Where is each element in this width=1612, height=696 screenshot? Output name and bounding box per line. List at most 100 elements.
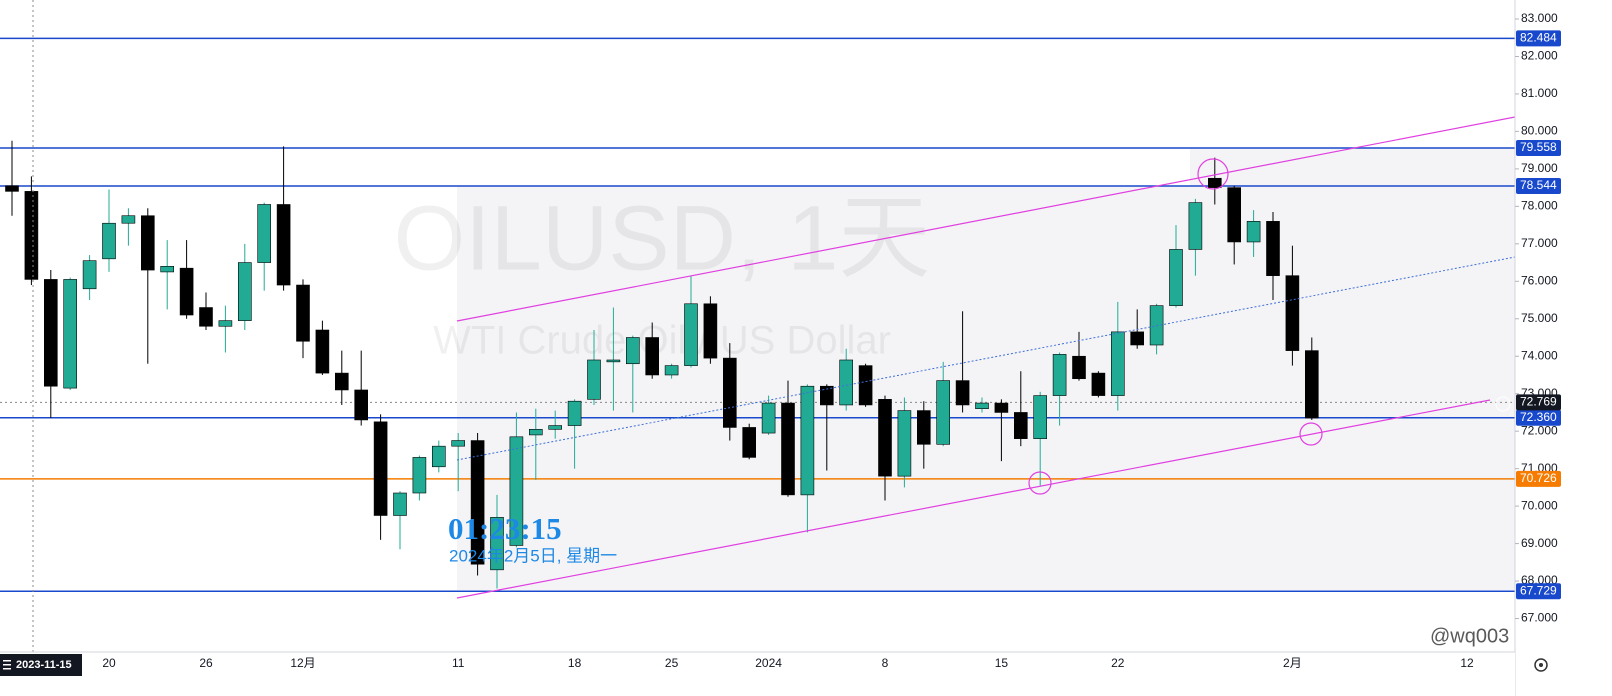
candle-body bbox=[334, 372, 349, 391]
y-tick-label: 75.000 bbox=[1521, 311, 1558, 325]
candle-body bbox=[839, 359, 854, 406]
y-tick-label: 79.000 bbox=[1521, 161, 1558, 175]
candle-body bbox=[897, 410, 912, 477]
countdown-date: 2024年2月5日, 星期一 bbox=[449, 546, 617, 565]
axes: 67.00068.00069.00070.00071.00072.00073.0… bbox=[0, 11, 1561, 676]
candle-body bbox=[354, 389, 369, 421]
candle-body bbox=[121, 215, 136, 224]
candle-body bbox=[916, 410, 931, 445]
watermark-subtitle: WTI Crude Oil / US Dollar bbox=[433, 319, 891, 363]
watermark: @wq003 bbox=[1430, 625, 1509, 647]
candle-body bbox=[1130, 331, 1144, 346]
candle-body bbox=[645, 337, 660, 376]
candle-body bbox=[393, 492, 407, 516]
menu-icon bbox=[3, 668, 11, 670]
candle-body bbox=[1033, 395, 1047, 439]
settings-icon[interactable] bbox=[1534, 658, 1548, 672]
level-label: 78.544 bbox=[1520, 178, 1557, 192]
menu-icon bbox=[3, 660, 11, 662]
candle-body bbox=[470, 440, 485, 565]
candle-body bbox=[781, 402, 795, 496]
candle-body bbox=[1285, 275, 1300, 351]
candle-body bbox=[1169, 249, 1183, 306]
y-tick-label: 67.000 bbox=[1521, 611, 1558, 625]
y-tick-label: 72.000 bbox=[1521, 423, 1558, 437]
candle-body bbox=[431, 445, 446, 468]
candle-body bbox=[800, 385, 815, 496]
candle-body bbox=[936, 380, 951, 445]
y-tick-label: 82.000 bbox=[1521, 49, 1558, 63]
candle-body bbox=[1246, 221, 1261, 243]
candle-body bbox=[1072, 355, 1086, 380]
candle-body bbox=[412, 457, 427, 494]
level-label-box bbox=[1516, 583, 1561, 600]
crosshair-date-box bbox=[0, 654, 82, 676]
x-tick-label: 26 bbox=[199, 656, 213, 670]
x-tick-label: 18 bbox=[568, 656, 582, 670]
time-axis bbox=[0, 652, 1515, 696]
candle-body bbox=[548, 425, 563, 430]
candle-body bbox=[179, 267, 194, 316]
candle-body bbox=[819, 385, 834, 406]
candle-body bbox=[199, 307, 213, 327]
y-tick-label: 69.000 bbox=[1521, 536, 1558, 550]
candle-body bbox=[1266, 221, 1280, 276]
menu-icon bbox=[3, 664, 11, 666]
level-label-box bbox=[1516, 409, 1561, 426]
candle-body bbox=[315, 329, 330, 374]
crosshair-price-box bbox=[1516, 394, 1561, 411]
candle-body bbox=[587, 359, 601, 400]
marker-circle bbox=[1197, 158, 1229, 190]
candle-body bbox=[102, 222, 116, 260]
candle-body bbox=[509, 436, 524, 546]
candle-body bbox=[1091, 372, 1106, 396]
x-tick-label: 22 bbox=[1111, 656, 1125, 670]
y-tick-label: 78.000 bbox=[1521, 199, 1558, 213]
candle-body bbox=[1013, 412, 1028, 439]
candle-body bbox=[994, 402, 1009, 413]
candle-body bbox=[238, 262, 252, 321]
candle-body bbox=[160, 266, 174, 273]
channel-upper bbox=[456, 116, 1516, 322]
y-tick-label: 76.000 bbox=[1521, 273, 1558, 287]
y-tick-label: 81.000 bbox=[1521, 86, 1558, 100]
candle-body bbox=[955, 380, 970, 406]
price-axis bbox=[1515, 0, 1612, 696]
marker-circle bbox=[1028, 471, 1052, 495]
y-tick-label: 80.000 bbox=[1521, 124, 1558, 138]
x-tick-label: 15 bbox=[995, 656, 1009, 670]
add-button[interactable] bbox=[1495, 396, 1511, 412]
candle-body bbox=[451, 440, 466, 447]
candle-body bbox=[1227, 187, 1241, 243]
candle-body bbox=[490, 517, 504, 571]
candle-body bbox=[606, 359, 621, 363]
channel-zone bbox=[457, 186, 1515, 590]
level-label: 70.726 bbox=[1520, 471, 1557, 485]
candle-body bbox=[858, 365, 873, 406]
candle-body bbox=[528, 429, 543, 436]
level-label: 79.558 bbox=[1520, 140, 1557, 154]
x-tick-label: 2024 bbox=[755, 656, 782, 670]
candle-body bbox=[276, 204, 291, 286]
candle-body bbox=[684, 303, 698, 366]
candle-body bbox=[625, 337, 640, 365]
candle-body bbox=[567, 400, 582, 426]
candle-body bbox=[761, 402, 776, 434]
level-label: 82.484 bbox=[1520, 31, 1557, 45]
candle-body bbox=[5, 185, 19, 192]
candle-body bbox=[975, 402, 989, 409]
candle-body bbox=[218, 320, 233, 327]
x-tick-label: 11 bbox=[452, 656, 465, 670]
level-label-box bbox=[1516, 139, 1561, 156]
candle-body bbox=[63, 279, 78, 389]
candle-body bbox=[1188, 202, 1203, 250]
x-tick-label: 12 bbox=[1460, 656, 1474, 670]
candle-body bbox=[742, 427, 757, 458]
plot bbox=[0, 37, 1515, 592]
y-tick-label: 74.000 bbox=[1521, 348, 1558, 362]
candle-body bbox=[878, 399, 892, 477]
candle-body bbox=[257, 204, 272, 263]
marker-circle bbox=[1299, 422, 1323, 446]
candle-body bbox=[1208, 177, 1222, 188]
